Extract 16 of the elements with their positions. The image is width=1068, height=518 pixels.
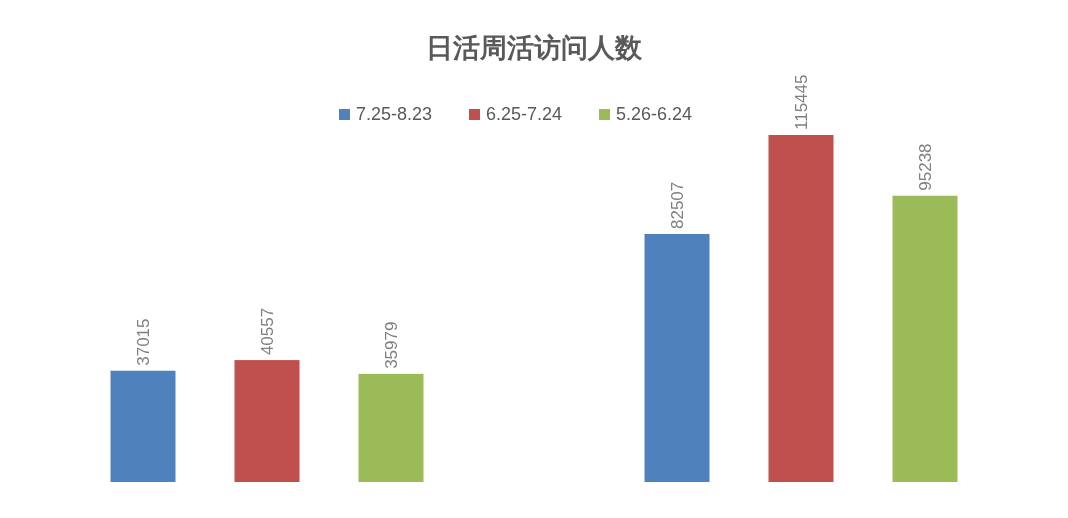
legend-label: 7.25-8.23 (356, 104, 433, 124)
data-label: 82507 (668, 181, 687, 229)
data-label: 40557 (258, 307, 277, 356)
data-label: 35979 (382, 321, 401, 369)
bar (358, 373, 424, 482)
legend-label: 5.26-6.24 (616, 104, 693, 124)
legend-label: 6.25-7.24 (486, 104, 563, 124)
bar (768, 135, 834, 482)
bar (892, 195, 958, 482)
data-label: 95238 (916, 143, 935, 191)
bar (110, 370, 176, 482)
bar (234, 360, 300, 482)
title: 日活周活访问人数 (426, 33, 642, 63)
data-label: 37015 (134, 318, 153, 366)
data-label: 115445 (792, 74, 811, 130)
bar (644, 234, 710, 482)
